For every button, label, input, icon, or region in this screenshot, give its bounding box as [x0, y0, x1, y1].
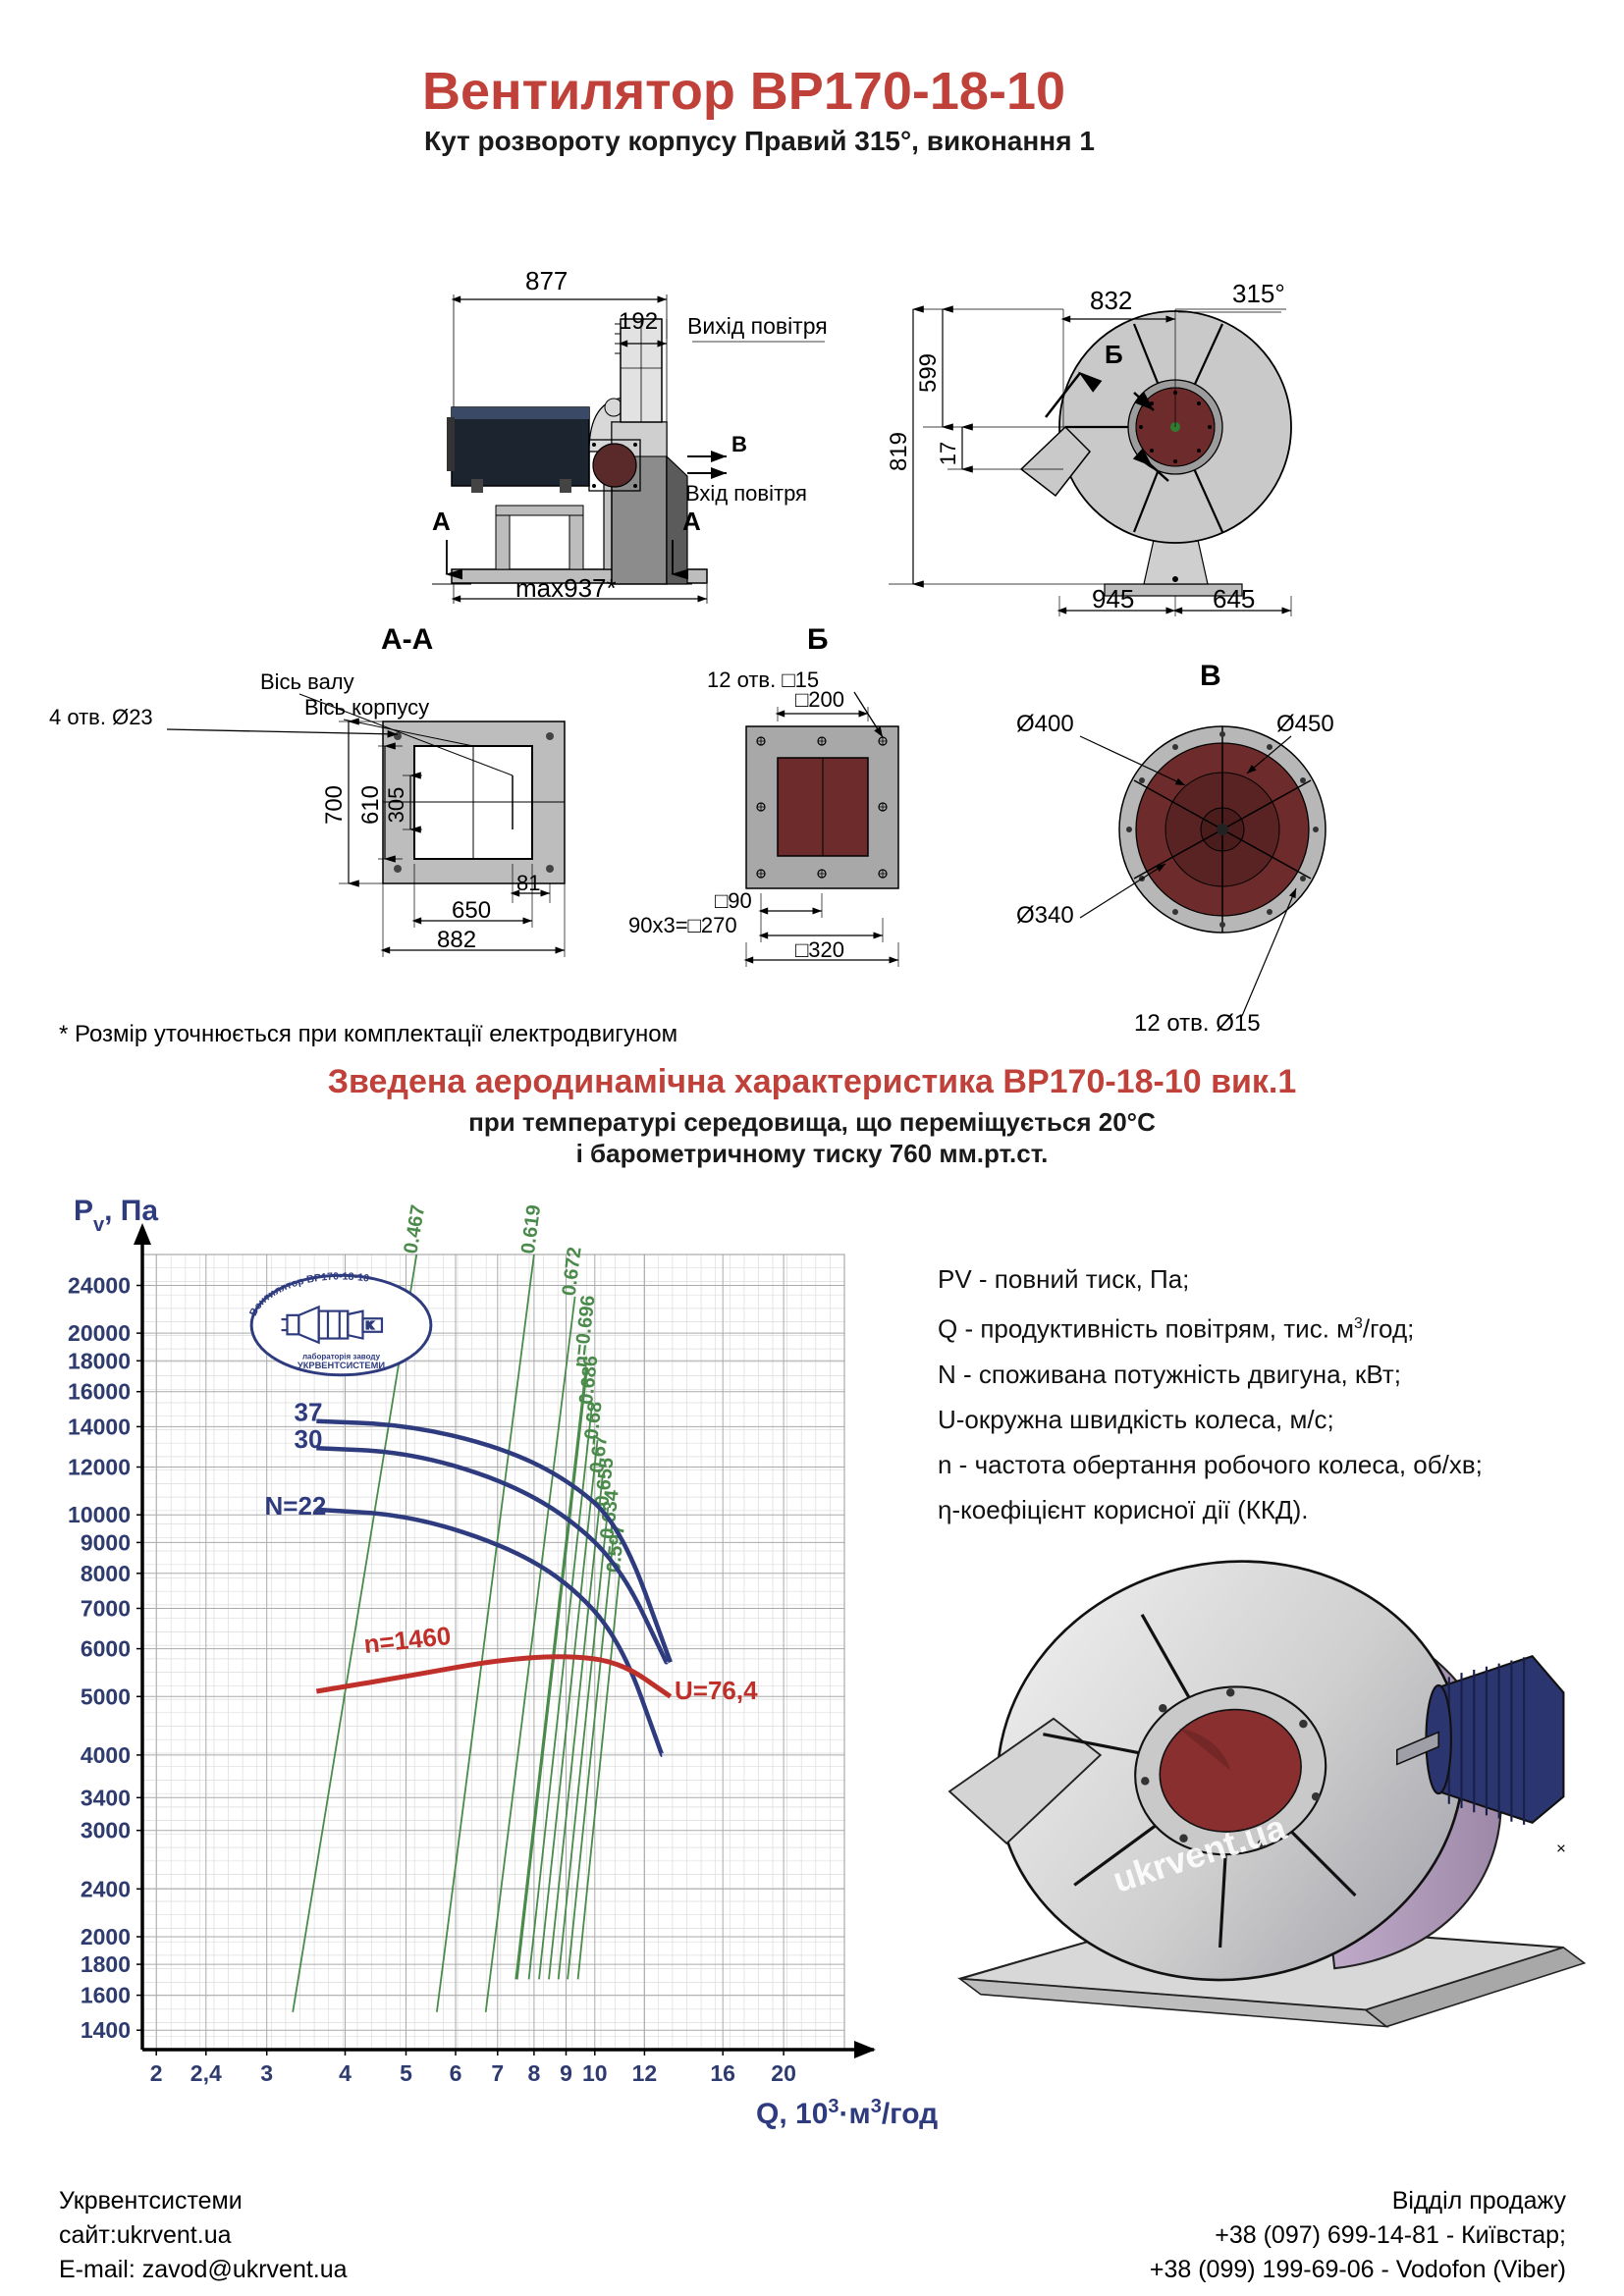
svg-text:650: 650	[452, 897, 491, 924]
svg-text:18000: 18000	[68, 1348, 131, 1373]
svg-text:4: 4	[339, 2060, 352, 2086]
svg-text:645: 645	[1213, 584, 1255, 614]
svg-text:A: A	[432, 507, 451, 536]
svg-text:B: B	[731, 432, 747, 456]
svg-text:599: 599	[915, 353, 942, 393]
svg-text:20: 20	[771, 2060, 796, 2086]
svg-text:16: 16	[710, 2060, 735, 2086]
svg-text:819: 819	[886, 432, 912, 471]
svg-text:882: 882	[437, 927, 476, 953]
svg-text:12: 12	[632, 2060, 658, 2086]
svg-text:2: 2	[150, 2060, 163, 2086]
svg-text:A: A	[682, 507, 701, 536]
svg-text:24000: 24000	[68, 1273, 131, 1299]
svg-text:832: 832	[1090, 286, 1132, 315]
svg-text:37: 37	[295, 1398, 323, 1427]
svg-text:9000: 9000	[81, 1529, 131, 1555]
svg-text:Вісь валу: Вісь валу	[260, 669, 354, 694]
svg-text:12 отв. Ø15: 12 отв. Ø15	[1134, 1010, 1261, 1037]
svg-text:10: 10	[582, 2060, 608, 2086]
svg-text:3000: 3000	[81, 1818, 131, 1843]
svg-text:0.467: 0.467	[401, 1203, 430, 1255]
svg-text:Вхід повітря: Вхід повітря	[685, 481, 807, 506]
svg-text:3: 3	[260, 2060, 273, 2086]
svg-text:0.619: 0.619	[517, 1203, 545, 1255]
svg-text:×: ×	[1556, 1840, 1566, 1858]
svg-text:8: 8	[528, 2060, 541, 2086]
svg-text:K: K	[366, 1320, 374, 1331]
svg-text:2000: 2000	[81, 1924, 131, 1949]
svg-text:877: 877	[525, 266, 568, 295]
svg-text:max937*: max937*	[515, 573, 617, 603]
svg-text:□320: □320	[795, 937, 844, 962]
svg-text:305: 305	[384, 787, 408, 824]
svg-text:90x3=□270: 90x3=□270	[628, 913, 737, 937]
svg-text:1800: 1800	[81, 1951, 131, 1977]
svg-text:192: 192	[619, 308, 658, 335]
svg-text:4000: 4000	[81, 1742, 131, 1768]
svg-text:2400: 2400	[81, 1876, 131, 1901]
svg-text:10000: 10000	[68, 1502, 131, 1527]
svg-text:N=22: N=22	[265, 1491, 327, 1521]
svg-text:7: 7	[491, 2060, 504, 2086]
svg-text:Pv, Па: Pv, Па	[74, 1195, 158, 1236]
svg-text:Ø400: Ø400	[1016, 711, 1074, 737]
svg-text:16000: 16000	[68, 1379, 131, 1405]
svg-text:8000: 8000	[81, 1561, 131, 1586]
svg-text:5000: 5000	[81, 1683, 131, 1709]
svg-text:315°: 315°	[1232, 279, 1285, 308]
svg-text:9: 9	[560, 2060, 572, 2086]
svg-text:1400: 1400	[81, 2017, 131, 2043]
svg-text:2,4: 2,4	[190, 2060, 222, 2086]
svg-text:Ø450: Ø450	[1276, 711, 1334, 737]
svg-text:Вісь корпусу: Вісь корпусу	[304, 695, 429, 720]
svg-text:20000: 20000	[68, 1320, 131, 1346]
svg-text:УКРВЕНТСИСТЕМИ: УКРВЕНТСИСТЕМИ	[298, 1361, 385, 1370]
svg-text:Вихід повітря: Вихід повітря	[687, 313, 828, 339]
svg-text:Q, 103·м3/год: Q, 103·м3/год	[756, 2096, 938, 2130]
svg-text:5: 5	[400, 2060, 412, 2086]
svg-text:3400: 3400	[81, 1785, 131, 1810]
svg-text:700: 700	[321, 785, 348, 825]
svg-text:6000: 6000	[81, 1636, 131, 1662]
svg-text:4 отв. Ø23: 4 отв. Ø23	[49, 705, 153, 729]
svg-text:1600: 1600	[81, 1983, 131, 2008]
svg-text:7000: 7000	[81, 1596, 131, 1622]
svg-text:14000: 14000	[68, 1414, 131, 1439]
svg-text:Ø340: Ø340	[1016, 902, 1074, 929]
svg-text:Б: Б	[1105, 340, 1123, 369]
svg-text:30: 30	[295, 1424, 323, 1454]
svg-text:17: 17	[936, 442, 960, 465]
svg-text:12 отв. □15: 12 отв. □15	[707, 667, 819, 692]
svg-text:610: 610	[357, 785, 384, 825]
svg-text:945: 945	[1092, 584, 1134, 614]
svg-text:U=76,4: U=76,4	[675, 1676, 758, 1705]
svg-text:81: 81	[516, 871, 540, 895]
svg-text:6: 6	[450, 2060, 462, 2086]
svg-text:12000: 12000	[68, 1455, 131, 1480]
svg-text:□90: □90	[715, 888, 752, 913]
